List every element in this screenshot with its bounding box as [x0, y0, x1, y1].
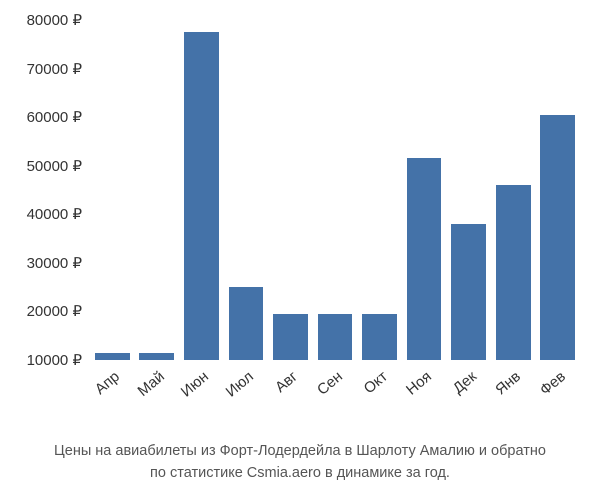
y-tick-label: 10000 ₽: [27, 351, 90, 369]
caption-line-2: по статистике Csmia.aero в динамике за г…: [0, 462, 600, 484]
bar: [362, 314, 397, 360]
y-tick-label: 40000 ₽: [27, 205, 90, 223]
bar: [184, 32, 219, 360]
bar: [318, 314, 353, 360]
y-tick-label: 30000 ₽: [27, 254, 90, 272]
bar: [451, 224, 486, 360]
bar: [273, 314, 308, 360]
bar: [407, 158, 442, 360]
bar: [229, 287, 264, 360]
caption-line-1: Цены на авиабилеты из Форт-Лодердейла в …: [0, 440, 600, 462]
chart-caption: Цены на авиабилеты из Форт-Лодердейла в …: [0, 440, 600, 484]
y-tick-label: 60000 ₽: [27, 108, 90, 126]
y-tick-label: 80000 ₽: [27, 11, 90, 29]
price-chart: 10000 ₽ 20000 ₽ 30000 ₽ 40000 ₽ 50000 ₽ 60000…: [0, 0, 600, 500]
y-tick-label: 50000 ₽: [27, 157, 90, 175]
bar: [496, 185, 531, 360]
plot-area: 10000 ₽20000 ₽30000 ₽40000 ₽50000 ₽60000…: [90, 20, 580, 360]
y-tick-label: 20000 ₽: [27, 302, 90, 320]
bar: [540, 115, 575, 360]
y-tick-label: 70000 ₽: [27, 60, 90, 78]
